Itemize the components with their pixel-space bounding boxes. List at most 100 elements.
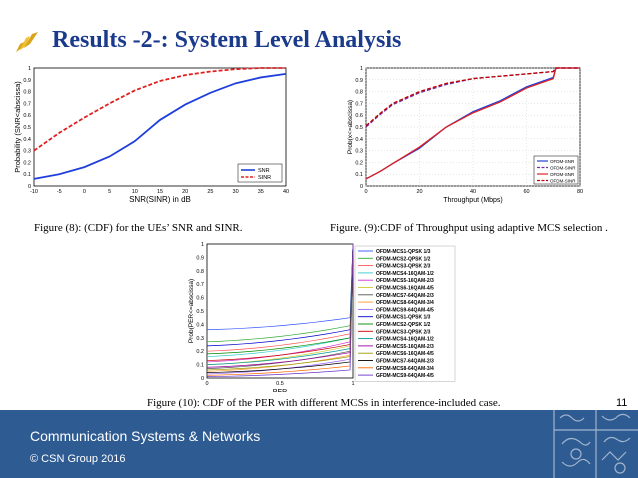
y-tick-label: 1 <box>360 66 363 72</box>
figure-8-caption: Figure (8): (CDF) for the UEs’ SNR and S… <box>34 222 243 234</box>
x-tick-label: 1 <box>351 381 354 387</box>
series-line <box>206 243 354 347</box>
y-axis-label: Prob(x<=abscissa) <box>347 100 354 154</box>
series-line <box>206 243 354 352</box>
snr-cdf-chart: -10 -5 0 5 10 15 20 25 30 35 40 0 0.1 0.2 0.3 0.4 0.5 0.6… <box>12 62 292 212</box>
legend-label: OFDM-MCS1-QPSK 1/3 <box>376 249 431 255</box>
series-line <box>206 243 354 371</box>
legend-box <box>354 245 456 382</box>
legend-label: OFDM-SNR <box>550 172 575 177</box>
legend-label: GFDM-MCS7-64QAM-2/3 <box>376 359 434 365</box>
legend-label: OFDM-MCS6-16QAM-4/5 <box>376 286 434 292</box>
per-cdf-chart: 0 0.5 1 0 0.1 0.2 0.3 0.4 0.5 0.6 0.7 0.8 0.9 1 PER Pro… <box>185 240 460 392</box>
y-tick-label: 0.8 <box>196 269 204 275</box>
x-tick-label: 0 <box>83 189 86 195</box>
y-axis-label: Probability (SNR<abscissa) <box>13 81 22 173</box>
x-tick-label: 40 <box>470 189 476 195</box>
y-tick-label: 0.5 <box>23 125 31 131</box>
figure-10-caption: Figure (10): CDF of the PER with differe… <box>147 397 501 409</box>
y-tick-label: 0.3 <box>23 149 31 155</box>
y-tick-label: 0.6 <box>355 113 363 119</box>
footer-bar <box>0 410 638 478</box>
series-line <box>206 243 354 331</box>
series-line <box>206 243 354 343</box>
series-line <box>365 67 580 180</box>
y-tick-label: 0.9 <box>23 78 31 84</box>
x-tick-label: 30 <box>233 189 239 195</box>
series-line <box>33 67 286 152</box>
slide-title: Results -2-: System Level Analysis <box>52 27 402 53</box>
x-tick-label: 0 <box>364 189 367 195</box>
y-tick-label: 0 <box>360 184 363 190</box>
y-tick-label: 0.3 <box>196 336 204 342</box>
legend-label: GFDM-MCS3-QPSK 2/3 <box>376 329 431 335</box>
y-tick-label: 0.2 <box>23 160 31 166</box>
legend-label: GFDM-MCS8-64QAM-3/4 <box>376 366 434 372</box>
legend-label: SINR <box>258 175 271 181</box>
y-tick-label: 0.6 <box>196 296 204 302</box>
x-tick-label: 40 <box>283 189 289 195</box>
series-line <box>206 243 354 355</box>
series-line <box>206 243 354 368</box>
y-tick-label: 0.9 <box>196 255 204 261</box>
snr-cdf-plot: -10 -5 0 5 10 15 20 25 30 35 40 0 0.1 0.2 0.3 0.4 0.5 0.6… <box>13 66 289 204</box>
series-line <box>206 243 354 376</box>
throughput-cdf-plot: 0 20 40 60 80 0 0.1 0.2 0.3 0.4 0.5 0.6 0.7 0.8 0.9 1 Th… <box>347 66 583 204</box>
legend-box <box>237 163 283 183</box>
x-tick-label: 25 <box>207 189 213 195</box>
y-tick-label: 0 <box>28 184 31 190</box>
legend-label: OFDM-MCS4-16QAM-1/2 <box>376 271 434 277</box>
y-tick-label: 0.1 <box>23 172 31 178</box>
legend-label: GFDM-MCS9-64QAM-4/5 <box>376 373 434 379</box>
y-axis-label: Prob(PER<=abscissa) <box>188 279 195 343</box>
legend-label: OFDM-MCS8-64QAM-3/4 <box>376 300 434 306</box>
x-tick-label: 20 <box>182 189 188 195</box>
series-line <box>365 67 580 127</box>
quill-bullet-icon <box>16 32 38 52</box>
x-tick-label: 0 <box>205 381 208 387</box>
y-tick-label: 1 <box>201 242 204 248</box>
legend-label: OFDM-MCS7-64QAM-2/3 <box>376 293 434 299</box>
x-axis-label: PER <box>273 389 287 392</box>
legend-label: OFDM-MCS3-QPSK 2/3 <box>376 264 431 270</box>
y-tick-label: 0.7 <box>196 282 204 288</box>
y-tick-label: 0.7 <box>355 101 363 107</box>
series-line <box>206 243 354 361</box>
series-line <box>33 73 287 180</box>
legend-label: OFDM-SINR <box>550 179 576 184</box>
y-tick-label: 0.2 <box>355 160 363 166</box>
y-tick-label: 0.6 <box>23 113 31 119</box>
coat-of-arms-icon <box>540 410 638 478</box>
x-tick-label: 80 <box>577 189 583 195</box>
x-tick-label: 20 <box>416 189 422 195</box>
y-tick-label: 0.4 <box>196 322 204 328</box>
y-tick-label: 0.8 <box>23 90 31 96</box>
x-tick-label: -10 <box>30 189 38 195</box>
y-tick-label: 0.4 <box>355 137 363 143</box>
x-tick-label: 35 <box>258 189 264 195</box>
x-tick-label: 10 <box>132 189 138 195</box>
legend-label: OFDM-MCS9-64QAM-4/5 <box>376 307 434 313</box>
series-line <box>206 243 354 357</box>
y-tick-label: 0.7 <box>23 101 31 107</box>
legend-label: GFDM-MCS5-16QAM-2/3 <box>376 344 434 350</box>
y-tick-label: 0.9 <box>355 78 363 84</box>
per-cdf-plot: 0 0.5 1 0 0.1 0.2 0.3 0.4 0.5 0.6 0.7 0.8 0.9 1 PER Pro… <box>188 242 456 392</box>
x-tick-label: -5 <box>57 189 62 195</box>
legend-label: GFDM-MCS1-QPSK 1/3 <box>376 315 431 321</box>
legend-label: GFDM-MCS6-16QAM-4/5 <box>376 351 434 357</box>
series-line <box>206 243 354 365</box>
x-tick-label: 0.5 <box>276 381 284 387</box>
figure-9-caption: Figure. (9):CDF of Throughput using adap… <box>330 222 608 234</box>
y-tick-label: 0.1 <box>196 363 204 369</box>
plot-frame <box>206 243 354 379</box>
y-tick-label: 0.3 <box>355 149 363 155</box>
legend-label: SNR <box>258 168 270 174</box>
legend-label: OFDM-MCS5-16QAM-2/3 <box>376 278 434 284</box>
y-tick-label: 1 <box>28 66 31 72</box>
legend-label: OFDM-SINR <box>550 166 576 171</box>
x-tick-label: 15 <box>157 189 163 195</box>
legend-label: GFDM-MCS2-QPSK 1/2 <box>376 322 431 328</box>
series-line <box>206 243 354 378</box>
